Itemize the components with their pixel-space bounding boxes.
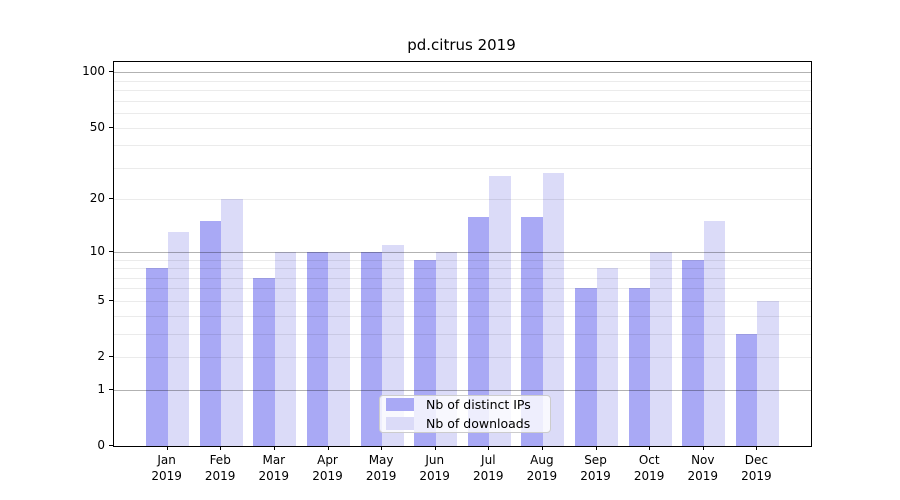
bar-distinct-ips-mar	[253, 277, 275, 446]
gridline-minor-60	[114, 113, 811, 114]
bar-distinct-ips-jul	[467, 216, 490, 446]
gridline-minor-70	[114, 100, 811, 102]
y-tick-label-1: 1	[97, 381, 105, 396]
bar-distinct-ips-apr	[306, 251, 329, 446]
y-tick-mark-1	[109, 388, 113, 390]
x-tick-label-apr: Apr 2019	[312, 453, 343, 483]
chart-title: pd.citrus 2019	[407, 36, 516, 54]
y-tick-mark-2	[109, 356, 113, 357]
gridline-minor-40	[114, 145, 811, 147]
x-tick-label-aug: Aug 2019	[526, 453, 558, 483]
x-tick-label-may: May 2019	[365, 453, 397, 483]
y-tick-mark-20	[109, 198, 113, 200]
y-tick-label-50: 50	[89, 119, 105, 134]
legend-item-distinct-ips: Nb of distinct IPs	[386, 397, 544, 412]
y-tick-label-20: 20	[89, 191, 105, 206]
bar-downloads-aug	[542, 173, 565, 446]
x-tick-mark-sep	[595, 446, 597, 450]
bar-distinct-ips-sep	[575, 288, 597, 446]
bar-downloads-apr	[328, 251, 350, 446]
y-tick-mark-5	[109, 299, 113, 301]
y-tick-label-2: 2	[97, 349, 105, 363]
x-tick-label-feb: Feb 2019	[204, 453, 236, 483]
y-tick-label-100: 100	[82, 64, 105, 79]
bar-distinct-ips-feb	[199, 221, 222, 446]
bar-downloads-sep	[596, 268, 619, 446]
y-tick-mark-10	[109, 250, 113, 252]
x-tick-mark-feb	[220, 446, 222, 450]
x-tick-mark-oct	[649, 446, 651, 450]
x-tick-mark-nov	[702, 446, 704, 450]
bar-downloads-oct	[650, 251, 672, 446]
bar-distinct-ips-dec	[735, 333, 758, 446]
gridline-minor-20	[114, 199, 811, 201]
x-tick-mark-aug	[541, 446, 543, 450]
y-tick-mark-50	[109, 126, 113, 128]
gridline-major-100	[114, 72, 811, 74]
x-tick-label-jul: Jul 2019	[473, 453, 504, 483]
x-tick-mark-mar	[273, 446, 275, 450]
y-tick-mark-0	[109, 445, 113, 446]
bar-downloads-nov	[703, 221, 726, 446]
x-tick-mark-apr	[327, 446, 329, 450]
x-tick-mark-jan	[166, 446, 168, 450]
legend-label-downloads: Nb of downloads	[426, 416, 531, 431]
bar-distinct-ips-aug	[521, 216, 543, 446]
x-tick-label-sep: Sep 2019	[580, 453, 611, 483]
y-tick-label-10: 10	[89, 243, 105, 258]
x-tick-label-oct: Oct 2019	[633, 453, 665, 483]
x-tick-label-jan: Jan 2019	[151, 453, 182, 483]
x-tick-label-mar: Mar 2019	[258, 453, 290, 483]
gridline-minor-80	[114, 90, 811, 92]
x-tick-mark-jul	[488, 446, 490, 450]
bar-downloads-dec	[757, 300, 779, 446]
x-tick-mark-dec	[756, 446, 758, 450]
y-tick-mark-100	[109, 71, 113, 73]
plot-area: Nb of distinct IPs Nb of downloads	[113, 61, 812, 447]
bar-downloads-jul	[489, 176, 511, 446]
legend-swatch-downloads	[386, 417, 414, 430]
bar-distinct-ips-nov	[682, 259, 704, 446]
x-tick-label-dec: Dec 2019	[741, 453, 772, 483]
bar-distinct-ips-oct	[628, 288, 651, 446]
gridline-minor-50	[114, 127, 811, 129]
bar-downloads-feb	[221, 199, 243, 446]
gridline-minor-90	[114, 80, 811, 82]
bar-distinct-ips-jan	[146, 268, 168, 446]
legend-label-distinct-ips: Nb of distinct IPs	[426, 397, 531, 412]
bar-downloads-jan	[167, 232, 190, 446]
x-tick-mark-jun	[434, 446, 436, 450]
y-tick-label-0: 0	[97, 438, 105, 452]
bar-downloads-mar	[274, 251, 297, 446]
x-tick-label-jun: Jun 2019	[419, 453, 450, 483]
x-tick-label-nov: Nov 2019	[687, 453, 719, 483]
legend: Nb of distinct IPs Nb of downloads	[379, 395, 551, 433]
legend-item-downloads: Nb of downloads	[386, 416, 544, 431]
bar-distinct-ips-may	[360, 251, 383, 446]
legend-swatch-distinct-ips	[386, 398, 414, 411]
y-tick-label-5: 5	[97, 292, 105, 307]
x-tick-mark-may	[381, 446, 383, 450]
gridline-minor-30	[114, 167, 811, 169]
